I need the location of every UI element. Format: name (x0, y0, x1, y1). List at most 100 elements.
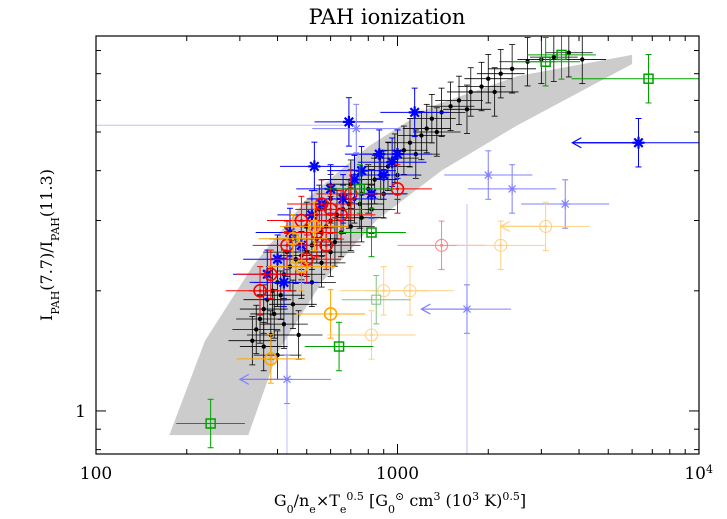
data-point (228, 316, 277, 366)
data-point (412, 107, 461, 157)
chart-title: PAH ionization (309, 5, 466, 29)
x-tick-label: 100 (80, 464, 112, 484)
marker-dot (359, 215, 364, 220)
marker-circle-center (269, 272, 273, 276)
arrow-head (238, 373, 250, 385)
data-point (407, 94, 456, 144)
marker-dot (486, 76, 491, 81)
marker-dot (332, 239, 338, 245)
marker-circle-center (370, 333, 374, 337)
marker-circle (264, 352, 278, 366)
data-point (337, 193, 386, 243)
data-point (476, 49, 525, 99)
marker-star (507, 183, 518, 194)
marker-star (348, 173, 361, 186)
marker-dot (278, 292, 283, 298)
data-point (341, 274, 411, 325)
marker-circle-center (269, 357, 273, 361)
marker-star (483, 170, 494, 181)
marker-circle-center (440, 243, 444, 247)
marker-square (540, 56, 551, 67)
data-point (457, 61, 506, 112)
marker-square (371, 294, 382, 305)
marker-star (391, 148, 404, 161)
data-point (380, 87, 450, 138)
marker-circle (294, 259, 309, 274)
upper-limit-arrow (499, 220, 546, 232)
data-point (426, 81, 475, 131)
marker-dot (448, 104, 453, 109)
marker-square (366, 227, 377, 238)
marker-star (386, 156, 399, 169)
marker-circle (494, 238, 508, 252)
marker-circle-center (499, 243, 503, 247)
marker-circle-center (408, 289, 412, 293)
marker-circle (365, 328, 379, 342)
model-band (169, 54, 633, 436)
data-point (250, 289, 299, 339)
marker-dot (261, 306, 266, 312)
data-point (357, 137, 427, 187)
upper-limit-arrow (571, 137, 639, 149)
marker-star (560, 199, 571, 210)
data-point (521, 179, 610, 229)
marker-circle (314, 197, 329, 211)
data-point (325, 164, 395, 214)
data-point (320, 154, 389, 205)
marker-square (205, 418, 216, 429)
marker-star (355, 164, 368, 177)
marker-dot (348, 224, 353, 229)
marker-dot (566, 50, 572, 55)
marker-circle (403, 284, 417, 298)
marker-dot (580, 57, 585, 62)
marker-dot (290, 302, 296, 307)
data-point (443, 84, 491, 134)
marker-square (333, 341, 345, 352)
marker-circle-center (312, 224, 316, 228)
data-point (529, 36, 578, 82)
marker-circle-center (291, 237, 295, 241)
data-point (571, 53, 699, 104)
marker-circle-center (299, 219, 303, 223)
y-tick-label: 1 (75, 402, 86, 422)
data-point (511, 37, 580, 87)
x-tick-label: 1000 (376, 464, 419, 484)
marker-dot (296, 332, 301, 338)
marker-dot (250, 338, 255, 343)
data-point (176, 398, 245, 449)
arrow-head (420, 303, 431, 315)
data-point (274, 310, 323, 360)
data-point (269, 279, 317, 329)
data-point (296, 289, 365, 339)
marker-dot (492, 89, 497, 95)
data-point (260, 299, 308, 349)
marker-dot (401, 148, 407, 153)
marker-square (354, 183, 366, 195)
data-point (312, 103, 401, 154)
data-point (314, 97, 384, 147)
marker-dot (509, 66, 515, 71)
data-point (444, 150, 533, 200)
data-point (365, 266, 455, 316)
marker-dot (261, 344, 266, 349)
marker-dot (434, 129, 439, 135)
marker-circle (319, 238, 333, 253)
marker-circle (253, 284, 267, 298)
data-point (337, 207, 406, 258)
marker-dot (429, 116, 435, 121)
marker-circle (286, 231, 300, 246)
marker-circle-center (396, 187, 399, 191)
marker-star (277, 276, 290, 289)
marker-dot (254, 327, 259, 332)
marker-star (342, 115, 355, 128)
data-point (464, 54, 513, 104)
data-point (280, 141, 349, 192)
marker-dot (551, 54, 557, 60)
data-point (527, 36, 596, 80)
marker-circle-center (339, 213, 343, 217)
marker-circle-center (320, 202, 324, 206)
data-point (287, 179, 356, 229)
marker-dot (281, 321, 287, 327)
data-point (225, 266, 295, 316)
